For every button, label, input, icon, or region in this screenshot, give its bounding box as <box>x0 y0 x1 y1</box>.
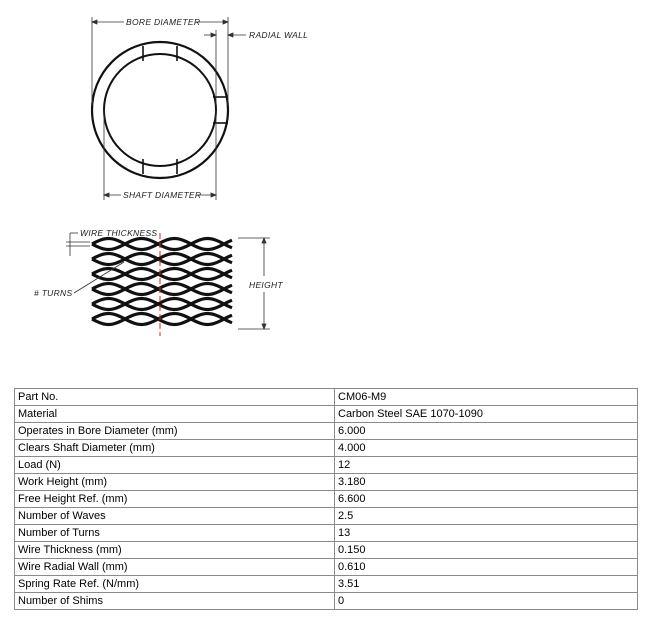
wave-strand <box>91 281 233 297</box>
spec-label: Operates in Bore Diameter (mm) <box>14 422 335 440</box>
spec-label: Load (N) <box>14 456 335 474</box>
shaft-diameter-label: SHAFT DIAMETER <box>123 190 201 200</box>
table-row: Load (N) 12 <box>14 456 638 474</box>
wave-strand <box>91 251 233 267</box>
table-row: Number of Turns 13 <box>14 524 638 542</box>
table-row: Part No. CM06-M9 <box>14 388 638 406</box>
turns-label: # TURNS <box>34 288 72 298</box>
table-row: Spring Rate Ref. (N/mm) 3.51 <box>14 575 638 593</box>
wave-strand <box>91 296 233 312</box>
table-row: Number of Shims 0 <box>14 592 638 610</box>
wave-strand <box>91 266 233 282</box>
table-row: Free Height Ref. (mm) 6.600 <box>14 490 638 508</box>
wave-strand <box>91 251 233 267</box>
wave-strand <box>91 311 233 327</box>
wire-thickness-dimension <box>66 232 90 256</box>
table-row: Operates in Bore Diameter (mm) 6.000 <box>14 422 638 440</box>
spec-label: Wire Radial Wall (mm) <box>14 558 335 576</box>
spec-label: Number of Waves <box>14 507 335 525</box>
spec-label: Work Height (mm) <box>14 473 335 491</box>
table-row: Wire Thickness (mm) 0.150 <box>14 541 638 559</box>
spec-value: 13 <box>334 524 638 542</box>
spec-value: 0.150 <box>334 541 638 559</box>
turns-leader <box>73 261 125 294</box>
spec-value: 3.51 <box>334 575 638 593</box>
spec-value: 0 <box>334 592 638 610</box>
wave-strand <box>91 236 233 252</box>
spec-label: Material <box>14 405 335 423</box>
spec-label: Number of Shims <box>14 592 335 610</box>
table-row: Clears Shaft Diameter (mm) 4.000 <box>14 439 638 457</box>
wave-strand <box>91 311 233 327</box>
radial-wall-label: RADIAL WALL <box>249 30 308 40</box>
spring-specifications-table: Part No. CM06-M9 Material Carbon Steel SAE … <box>14 388 638 610</box>
wave-strand <box>91 266 233 282</box>
wire-thickness-label: WIRE THICKNESS <box>80 228 157 238</box>
wave-strand <box>91 236 233 252</box>
table-row: Number of Waves 2.5 <box>14 507 638 525</box>
height-label: HEIGHT <box>249 280 283 290</box>
bore-diameter-label: BORE DIAMETER <box>126 17 200 27</box>
table-row: Material Carbon Steel SAE 1070-1090 <box>14 405 638 423</box>
wave-spring-side-view <box>91 236 233 327</box>
table-row: Wire Radial Wall (mm) 0.610 <box>14 558 638 576</box>
spec-label: Spring Rate Ref. (N/mm) <box>14 575 335 593</box>
shaft-diameter-dimension <box>102 110 218 200</box>
spec-value: CM06-M9 <box>334 388 638 406</box>
wave-strand <box>91 296 233 312</box>
spec-value: 4.000 <box>334 439 638 457</box>
spec-label: Wire Thickness (mm) <box>14 541 335 559</box>
radial-wall-dimension <box>204 30 246 105</box>
wave-strand <box>91 281 233 297</box>
top-view <box>90 40 230 180</box>
specifications-body: Part No. CM06-M9 Material Carbon Steel SAE … <box>14 388 638 610</box>
table-row: Work Height (mm) 3.180 <box>14 473 638 491</box>
spec-value: Carbon Steel SAE 1070-1090 <box>334 405 638 423</box>
spec-label: Part No. <box>14 388 335 406</box>
height-dimension <box>238 236 270 331</box>
spec-label: Clears Shaft Diameter (mm) <box>14 439 335 457</box>
spec-label: Free Height Ref. (mm) <box>14 490 335 508</box>
spec-label: Number of Turns <box>14 524 335 542</box>
bore-diameter-dimension <box>90 17 230 105</box>
spec-value: 6.600 <box>334 490 638 508</box>
spec-value: 6.000 <box>334 422 638 440</box>
spec-value: 0.610 <box>334 558 638 576</box>
spring-drawing: BORE DIAMETER RADIAL WALL SHAFT DIAMETER… <box>34 17 308 336</box>
spec-value: 12 <box>334 456 638 474</box>
spec-value: 2.5 <box>334 507 638 525</box>
spec-value: 3.180 <box>334 473 638 491</box>
